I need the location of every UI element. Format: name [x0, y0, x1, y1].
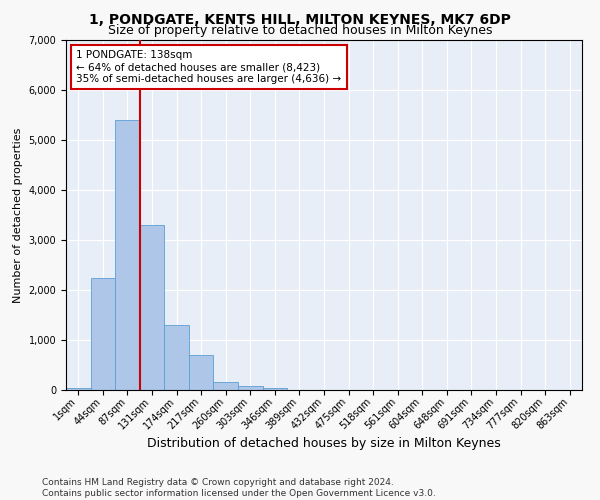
- Bar: [214, 382, 238, 390]
- X-axis label: Distribution of detached houses by size in Milton Keynes: Distribution of detached houses by size …: [147, 437, 501, 450]
- Bar: [140, 225, 164, 390]
- Bar: [238, 386, 263, 390]
- Bar: [263, 388, 287, 390]
- Text: 1, PONDGATE, KENTS HILL, MILTON KEYNES, MK7 6DP: 1, PONDGATE, KENTS HILL, MILTON KEYNES, …: [89, 12, 511, 26]
- Bar: [164, 325, 189, 390]
- Y-axis label: Number of detached properties: Number of detached properties: [13, 128, 23, 302]
- Bar: [115, 120, 140, 390]
- Bar: [91, 278, 115, 390]
- Bar: [189, 355, 214, 390]
- Text: 1 PONDGATE: 138sqm
← 64% of detached houses are smaller (8,423)
35% of semi-deta: 1 PONDGATE: 138sqm ← 64% of detached hou…: [76, 50, 341, 84]
- Text: Contains HM Land Registry data © Crown copyright and database right 2024.
Contai: Contains HM Land Registry data © Crown c…: [42, 478, 436, 498]
- Bar: [66, 388, 91, 390]
- Text: Size of property relative to detached houses in Milton Keynes: Size of property relative to detached ho…: [108, 24, 492, 37]
